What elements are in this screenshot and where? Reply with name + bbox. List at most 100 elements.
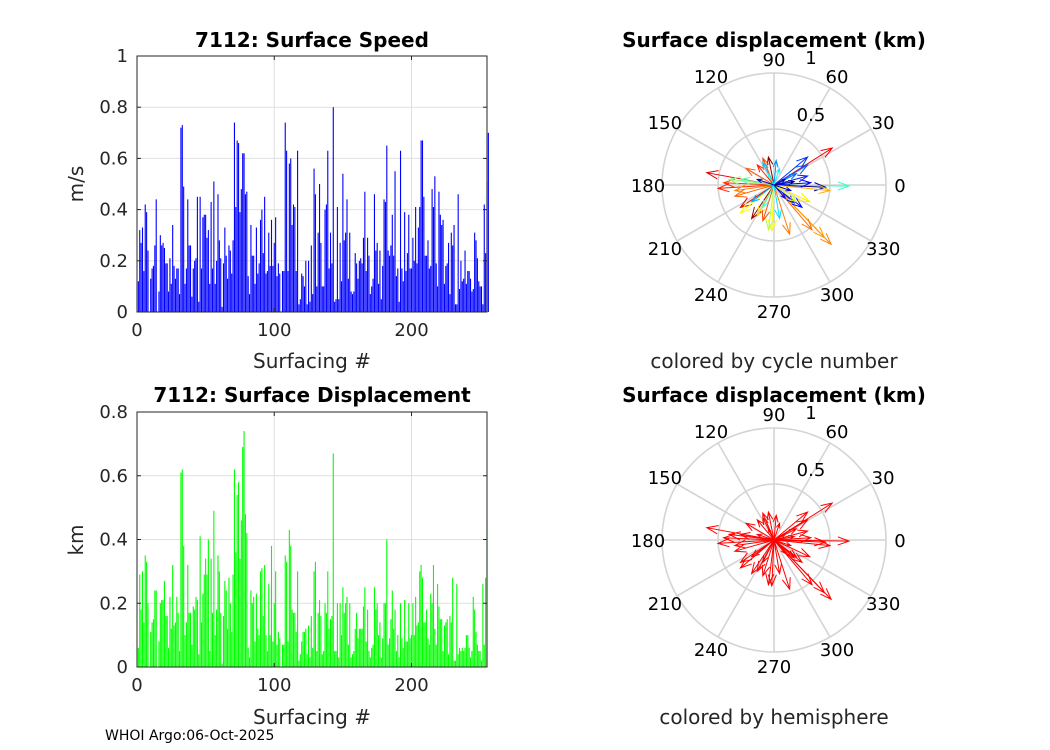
speed-bar: [246, 191, 248, 312]
displacement-bar: [389, 638, 391, 667]
displacement-bar: [319, 600, 321, 667]
displacement-bar: [185, 622, 187, 667]
displacement-x-label: Surfacing #: [253, 705, 371, 729]
speed-bar: [356, 263, 358, 312]
displacement-bar: [259, 571, 262, 667]
compass-cycle-title: Surface displacement (km): [622, 28, 926, 52]
compass-cycle-radius-label: 1: [805, 48, 816, 69]
displacement-bar: [332, 453, 334, 667]
speed-bar: [227, 278, 229, 312]
speed-bar: [453, 224, 455, 312]
compass-cycle-angle-label: 180: [631, 176, 665, 197]
displacement-bar: [467, 635, 469, 667]
displacement-bar: [443, 625, 445, 667]
speed-bar: [395, 276, 397, 312]
speed-bar: [298, 304, 300, 312]
speed-bar: [261, 209, 263, 312]
displacement-bar: [243, 431, 245, 667]
speed-bar: [345, 232, 347, 312]
compass-hemisphere-arrow: [773, 533, 787, 541]
speed-bar: [482, 304, 484, 312]
speed-bar: [233, 122, 235, 312]
displacement-bar: [213, 510, 215, 667]
displacement-bar: [449, 616, 451, 667]
speed-bar: [325, 204, 327, 312]
displacement-bar: [211, 612, 214, 667]
displacement-bar: [195, 596, 197, 667]
speed-bar: [146, 212, 148, 312]
displacement-bar: [302, 631, 304, 667]
speed-bar: [305, 260, 307, 312]
compass-hemisphere-angle-label: 300: [820, 640, 854, 661]
speed-bar: [254, 283, 256, 312]
speed-bar: [386, 145, 388, 312]
speed-bar: [468, 271, 470, 312]
displacement-bar: [270, 545, 273, 667]
compass-cycle-angle-label: 0: [894, 176, 905, 197]
speed-bar: [195, 258, 197, 312]
displacement-bar: [313, 571, 315, 667]
displacement-bar: [169, 596, 171, 667]
displacement-bar: [331, 616, 333, 667]
compass-hemisphere-spoke: [717, 539, 775, 638]
displacement-bar: [298, 660, 300, 667]
speed-bar: [457, 194, 459, 312]
speed-bar: [443, 283, 445, 312]
displacement-bar: [143, 622, 145, 667]
displacement-bar: [137, 647, 139, 667]
displacement-bar: [203, 574, 205, 667]
displacement-bar: [262, 616, 264, 667]
compass-cycle-angle-label: 210: [648, 239, 682, 260]
displacement-bar: [139, 574, 141, 667]
speed-bar: [317, 232, 319, 312]
speed-bar: [369, 294, 371, 312]
displacement-bar: [479, 651, 481, 667]
displacement-bar: [147, 603, 149, 667]
displacement-bar: [453, 660, 455, 667]
speed-bar: [221, 306, 223, 312]
speed-bar: [343, 240, 345, 312]
speed-bar: [324, 209, 326, 312]
speed-bar: [173, 265, 175, 312]
displacement-bar: [438, 606, 440, 667]
compass-cycle-arrow: [755, 178, 775, 186]
speed-bar: [421, 140, 424, 312]
displacement-bar: [383, 603, 385, 667]
displacement-bar: [308, 625, 310, 667]
displacement-bar: [184, 635, 186, 667]
compass-hemisphere-arrow: [733, 539, 775, 553]
displacement-bar: [469, 657, 472, 667]
speed-bar: [464, 250, 466, 312]
compass-hemisphere-angle-label: 210: [648, 594, 682, 615]
speed-bar: [354, 253, 356, 312]
speed-bar: [376, 242, 378, 312]
speed-bar: [207, 230, 209, 312]
compass-cycle-arrow: [733, 184, 775, 198]
displacement-bar: [483, 644, 485, 667]
speed-plot-area: [137, 56, 487, 312]
displacement-x-tick-label: 0: [131, 675, 142, 696]
displacement-bar: [290, 545, 292, 667]
speed-bar: [437, 286, 439, 312]
displacement-bar: [395, 651, 397, 667]
speed-bar: [448, 242, 450, 312]
displacement-bar: [154, 590, 156, 667]
displacement-bar: [323, 651, 325, 667]
compass-cycle-arrow: [765, 184, 775, 232]
speed-bar: [485, 253, 487, 312]
displacement-bar: [283, 644, 285, 667]
speed-bar: [335, 299, 337, 312]
speed-bar: [232, 240, 234, 312]
speed-bar: [312, 294, 314, 312]
displacement-bar: [426, 609, 428, 667]
displacement-y-tick-label: 0: [117, 657, 128, 678]
compass-hemisphere-arrow: [744, 522, 775, 541]
speed-bar: [188, 245, 190, 312]
speed-bar: [398, 301, 400, 312]
speed-bar: [417, 227, 419, 312]
displacement-bar: [294, 612, 296, 667]
speed-bar: [158, 291, 160, 312]
compass-cycle-arrow: [773, 184, 782, 221]
speed-bar: [389, 255, 391, 312]
displacement-bar: [421, 577, 424, 667]
